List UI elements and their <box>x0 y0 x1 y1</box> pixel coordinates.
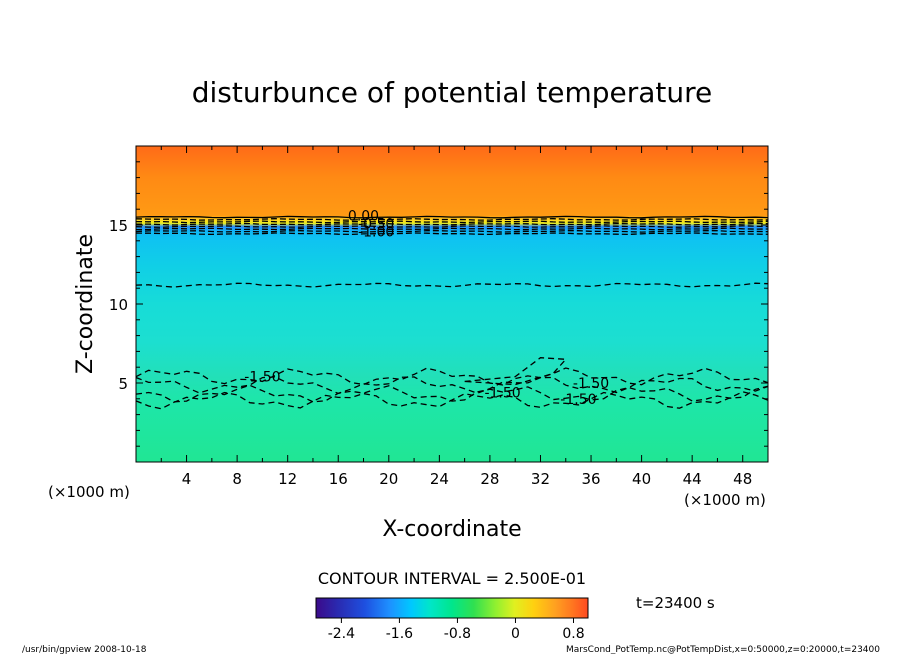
contour-line-upper <box>136 230 768 233</box>
colorbar-ticks: -2.4 -1.6 -0.8 0 0.8 <box>328 618 585 642</box>
contour-label: -0.50 <box>358 216 394 232</box>
colorbar-tick-label: -0.8 <box>444 626 471 642</box>
contour-line-lower <box>136 376 768 395</box>
contour-lines <box>136 215 768 410</box>
contour-line-upper <box>136 225 768 228</box>
x-tick-label: 48 <box>733 470 752 488</box>
x-tick-label: 40 <box>632 470 651 488</box>
x-tick-label: 8 <box>232 470 242 488</box>
x-tick-label: 4 <box>182 470 192 488</box>
x-tick-label: 20 <box>379 470 398 488</box>
contour-label: -1.00 <box>358 224 394 240</box>
heatmap-field <box>136 146 768 462</box>
contour-line-upper <box>136 222 768 226</box>
x-unit-right: (×1000 m) <box>684 491 766 509</box>
x-tick-label: 32 <box>531 470 550 488</box>
contour-interval-text: CONTOUR INTERVAL = 2.500E-01 <box>318 569 586 588</box>
y-tick-label: 10 <box>109 296 128 314</box>
contour-label: -1.50 <box>484 385 520 401</box>
y-axis-label: Z-coordinate <box>73 234 98 374</box>
contour-line-lower <box>136 384 768 403</box>
contour-line-lower <box>136 367 768 386</box>
plot-area <box>136 146 768 462</box>
colorbar-tick-label: -1.6 <box>386 626 413 642</box>
contour-line-upper <box>136 220 768 224</box>
footer-left: /usr/bin/gpview 2008-10-18 <box>22 645 147 654</box>
contour-line-upper <box>136 215 768 219</box>
contour-label: -1.50 <box>573 376 609 392</box>
y-tick-label: 5 <box>118 375 128 393</box>
contour-label: -1.50 <box>560 392 596 408</box>
contour-label: -1.50 <box>244 370 280 386</box>
contour-line-mid <box>136 282 768 288</box>
contour-line-upper <box>136 227 768 231</box>
x-tick-label: 44 <box>683 470 702 488</box>
x-tick-label: 12 <box>278 470 297 488</box>
contour-line-upper <box>136 218 768 221</box>
contour-line-lower <box>136 391 768 410</box>
contour-label: 0.00 <box>348 209 379 225</box>
footer-right: MarsCond_PotTemp.nc@PotTempDist,x=0:5000… <box>566 645 880 654</box>
x-tick-label: 16 <box>329 470 348 488</box>
x-tick-label: 28 <box>480 470 499 488</box>
colorbar-tick-label: 0.8 <box>562 626 584 642</box>
y-axis: 5 10 15 <box>109 161 768 447</box>
x-unit-left: (×1000 m) <box>48 483 130 501</box>
contour-line-upper <box>136 232 768 236</box>
colorbar <box>315 597 589 619</box>
contour-labels: 0.00-0.50-1.00-1.50-1.50 -1.50-1.50 <box>244 209 609 408</box>
x-axis: 4 8 12 16 20 24 28 32 36 40 44 48 <box>160 146 752 488</box>
x-axis-label: X-coordinate <box>382 517 521 542</box>
y-tick-label: 15 <box>109 217 128 235</box>
chart-title: disturbunce of potential temperature <box>192 76 713 109</box>
contour-line-loop <box>464 357 568 386</box>
x-tick-label: 36 <box>581 470 600 488</box>
colorbar-tick-label: -2.4 <box>328 626 355 642</box>
colorbar-tick-label: 0 <box>511 626 520 642</box>
x-tick-label: 24 <box>430 470 449 488</box>
time-text: t=23400 s <box>636 594 715 612</box>
